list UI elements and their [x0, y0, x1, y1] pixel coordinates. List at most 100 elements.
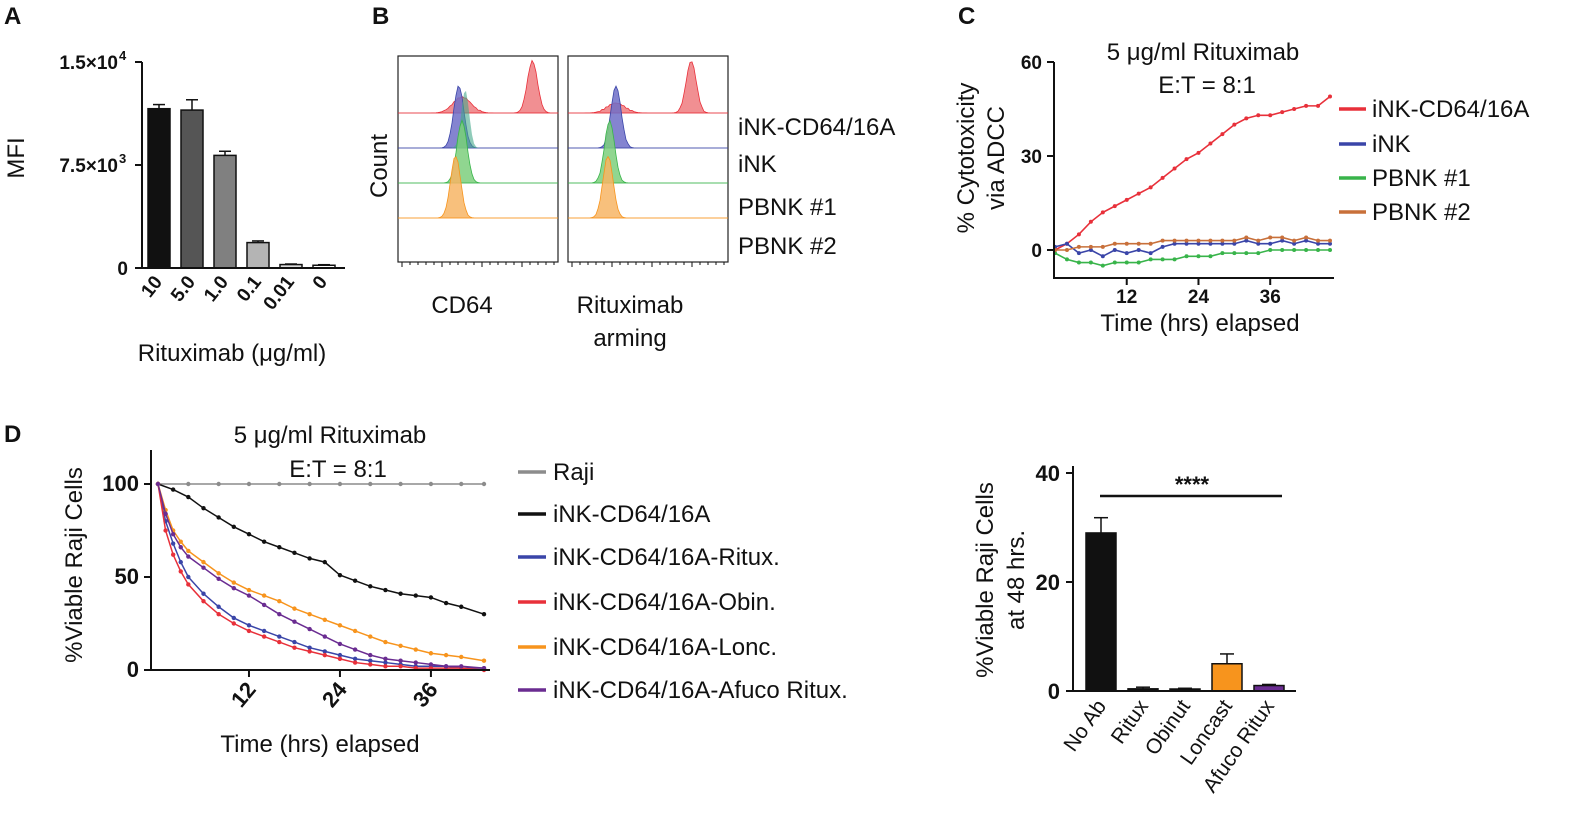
- d-data-point: [277, 545, 282, 550]
- a-bar: [147, 107, 171, 269]
- c-data-point: [1160, 244, 1165, 249]
- panel-label-b: B: [372, 3, 389, 30]
- d-data-point: [459, 481, 464, 487]
- d-data-point: [383, 664, 388, 669]
- c-data-point: [1100, 263, 1105, 268]
- d-data-point: [428, 481, 434, 487]
- panel-b: Count CD64 Rituximab arming iNK-CD64/16A…: [366, 55, 895, 352]
- c-data-point: [1064, 248, 1069, 252]
- d-data-point: [368, 652, 373, 658]
- c-data-point: [1268, 113, 1273, 118]
- histogram-frame-arming: [567, 55, 729, 263]
- d-data-point: [322, 649, 327, 654]
- c-data-point: [1292, 107, 1297, 111]
- a-xtick-label: 10: [137, 272, 167, 302]
- a-xtick-label: 5.0: [167, 272, 200, 306]
- d-data-point: [413, 593, 418, 598]
- c-data-point: [1220, 238, 1225, 243]
- d-data-point: [398, 591, 403, 596]
- d-data-point: [398, 481, 403, 487]
- d-series-line: [157, 483, 484, 669]
- d-data-point: [322, 559, 327, 565]
- d-data-point: [246, 481, 252, 487]
- c-data-point: [1136, 191, 1141, 196]
- c-data-point: [1220, 251, 1225, 256]
- panel-b-label-arming-2: arming: [593, 325, 666, 352]
- c-data-point: [1208, 254, 1213, 259]
- c-data-point: [1292, 241, 1297, 246]
- d-data-point: [170, 532, 176, 537]
- d-data-point: [398, 658, 403, 663]
- d-data-point: [163, 511, 168, 516]
- c-data-point: [1196, 238, 1201, 243]
- d-data-point: [383, 587, 388, 593]
- histogram-frame-cd64: [397, 55, 559, 263]
- a-xtick-label: 1.0: [200, 272, 233, 306]
- c-legend-label: iNK: [1372, 131, 1411, 158]
- a-bar: [246, 241, 270, 269]
- d2-bar: [1085, 532, 1117, 692]
- d-data-point: [292, 639, 297, 645]
- c-data-point: [1196, 150, 1201, 155]
- panel-c-ticks: 0 30 60 12 24 36: [1021, 53, 1281, 308]
- panel-a-xticks: 10 5.0 1.0 0.10.01 0: [137, 272, 332, 314]
- d-data-point: [368, 658, 373, 663]
- panel-d-xlabel: Time (hrs) elapsed: [220, 731, 419, 758]
- d-ytick-label: 100: [102, 471, 139, 496]
- c-legend-label: PBNK #2: [1372, 199, 1471, 226]
- d-data-point: [413, 660, 418, 665]
- d-legend-label: iNK-CD64/16A-Ritux.: [553, 544, 780, 571]
- c-data-point: [1244, 235, 1249, 240]
- c-data-point: [1076, 260, 1081, 265]
- c-data-point: [1124, 260, 1129, 265]
- c-data-point: [1328, 248, 1332, 252]
- c-data-point: [1268, 235, 1273, 240]
- panel-label-c: C: [958, 3, 975, 30]
- c-data-point: [1136, 248, 1141, 252]
- d-data-point: [163, 528, 168, 533]
- panel-a-yticks: 0 7.5×10 3 1.5×10 4: [59, 48, 142, 280]
- d-data-point: [216, 571, 221, 576]
- c-data-point: [1064, 241, 1069, 246]
- d-data-point: [186, 548, 191, 554]
- d-data-point: [201, 591, 206, 596]
- d-data-point: [178, 539, 183, 544]
- c-data-point: [1220, 132, 1225, 137]
- c-xtick-label: 12: [1116, 287, 1137, 308]
- c-data-point: [1244, 116, 1249, 121]
- d-data-point: [383, 660, 388, 665]
- d-data-point: [459, 654, 464, 660]
- histogram-curve: [568, 155, 728, 219]
- significance-stars: ****: [1175, 472, 1210, 497]
- d-data-point: [307, 556, 312, 561]
- d-data-point: [398, 664, 403, 669]
- d-data-point: [292, 645, 297, 650]
- d-data-point: [337, 623, 343, 628]
- c-data-point: [1316, 103, 1321, 108]
- d-data-point: [186, 574, 191, 580]
- panel-b-row-labels: iNK-CD64/16A iNK PBNK #1 PBNK #2: [738, 114, 895, 260]
- panel-c-subtitle: E:T = 8:1: [1158, 72, 1256, 99]
- c-data-point: [1148, 185, 1153, 190]
- d-data-point: [216, 612, 221, 617]
- panel-b-label-arming-1: Rituximab: [577, 292, 684, 319]
- d-data-point: [170, 487, 176, 492]
- c-data-point: [1088, 248, 1093, 252]
- d-data-point: [352, 628, 358, 634]
- d-data-point: [352, 660, 358, 665]
- d-ytick-label: 0: [127, 657, 139, 682]
- histogram-curve: [398, 59, 559, 114]
- panel-a-bars: [147, 99, 336, 269]
- d-data-point: [307, 649, 312, 654]
- d-data-point: [322, 617, 327, 622]
- d-data-point: [443, 600, 449, 606]
- c-series-line: [1054, 95, 1331, 251]
- c-data-point: [1328, 238, 1332, 243]
- d-series-line: [157, 483, 485, 669]
- d-data-point: [368, 662, 373, 667]
- c-data-point: [1292, 248, 1297, 252]
- panel-d-right: %Viable Raji Cells at 48 hrs. No AbRitux…: [972, 461, 1296, 797]
- c-data-point: [1304, 238, 1309, 243]
- d-data-point: [428, 662, 434, 667]
- c-data-point: [1112, 241, 1117, 246]
